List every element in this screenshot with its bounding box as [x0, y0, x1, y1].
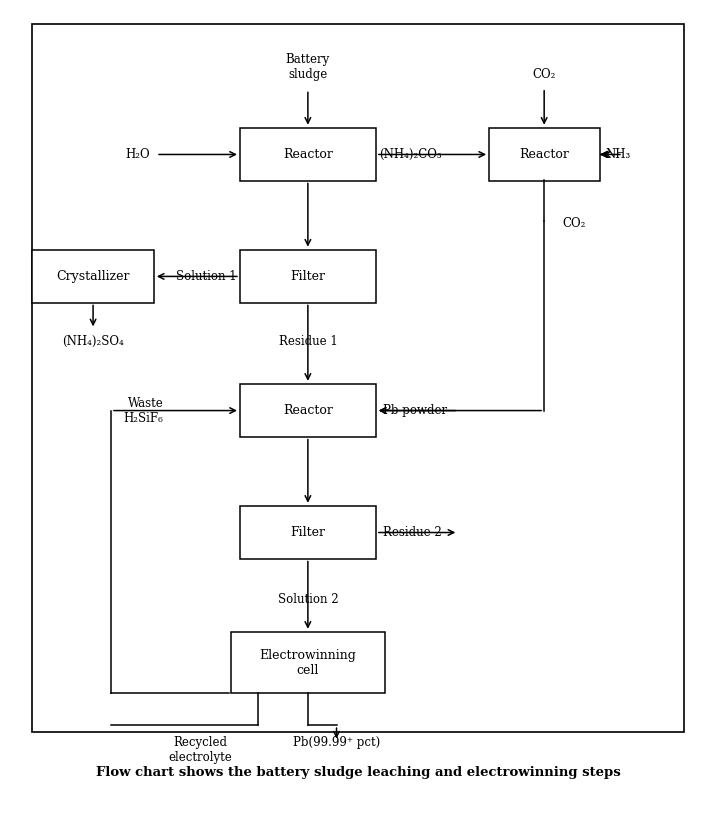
Text: Residue 2: Residue 2 — [383, 526, 442, 539]
Text: Pb(99.99⁺ pct): Pb(99.99⁺ pct) — [293, 736, 380, 749]
Text: Reactor: Reactor — [519, 148, 569, 161]
Bar — [231, 633, 385, 693]
Text: (NH₄)₂SO₄: (NH₄)₂SO₄ — [62, 335, 124, 348]
Bar — [240, 250, 376, 302]
Text: Battery
sludge: Battery sludge — [286, 54, 330, 81]
Bar — [32, 24, 684, 732]
Text: Recycled
electrolyte: Recycled electrolyte — [168, 736, 233, 763]
Text: Electrowinning
cell: Electrowinning cell — [259, 649, 357, 676]
Text: Waste
H₂SiF₆: Waste H₂SiF₆ — [123, 397, 163, 424]
Text: Reactor: Reactor — [283, 404, 333, 417]
Bar — [32, 250, 154, 302]
Text: NH₃: NH₃ — [605, 148, 630, 161]
Text: Reactor: Reactor — [283, 148, 333, 161]
Bar — [240, 506, 376, 559]
Text: Filter: Filter — [291, 270, 325, 283]
Text: Filter: Filter — [291, 526, 325, 539]
Text: Crystallizer: Crystallizer — [57, 270, 130, 283]
Text: Flow chart shows the battery sludge leaching and electrowinning steps: Flow chart shows the battery sludge leac… — [96, 766, 620, 779]
Text: Solution 2: Solution 2 — [278, 593, 338, 606]
Text: (NH₄)₂CO₃: (NH₄)₂CO₃ — [379, 148, 442, 161]
Text: CO₂: CO₂ — [562, 217, 586, 230]
Bar — [240, 385, 376, 437]
Bar — [240, 128, 376, 180]
Text: Residue 1: Residue 1 — [279, 335, 337, 348]
Text: H₂O: H₂O — [126, 148, 150, 161]
Text: Solution 1: Solution 1 — [175, 270, 236, 283]
Bar — [488, 128, 600, 180]
Text: Pb powder: Pb powder — [383, 404, 448, 417]
Text: CO₂: CO₂ — [533, 68, 556, 81]
